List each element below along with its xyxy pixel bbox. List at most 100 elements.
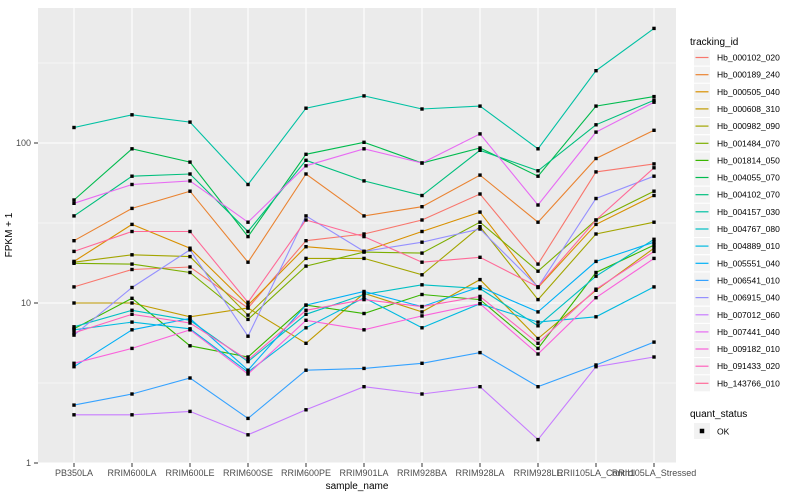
- data-point: [246, 220, 250, 224]
- legend-item-Hb_009182_010: Hb_009182_010: [694, 341, 780, 357]
- data-point: [420, 326, 424, 330]
- y-axis-title: FPKM + 1: [4, 212, 15, 257]
- data-point: [420, 361, 424, 365]
- y-tick-label: 100: [16, 138, 31, 148]
- data-point: [188, 376, 192, 380]
- data-point: [536, 285, 540, 289]
- data-point: [72, 331, 76, 335]
- data-point: [420, 251, 424, 255]
- data-point: [536, 437, 540, 442]
- data-point: [594, 130, 598, 134]
- x-tick-label: RRIM928BA: [397, 468, 447, 478]
- legend-label-ok: OK: [717, 427, 730, 437]
- data-point: [72, 239, 76, 243]
- data-point: [536, 147, 540, 151]
- data-point: [246, 313, 250, 317]
- data-points: [72, 26, 656, 442]
- data-point: [594, 123, 598, 127]
- data-point: [304, 308, 308, 312]
- data-point: [594, 196, 598, 201]
- data-point: [652, 237, 656, 241]
- legend-item-Hb_000189_240: Hb_000189_240: [694, 66, 780, 83]
- data-point: [246, 234, 250, 239]
- data-point: [362, 385, 366, 389]
- data-point: [594, 222, 598, 227]
- data-point: [72, 301, 76, 305]
- data-point: [536, 169, 540, 173]
- data-point: [594, 315, 598, 319]
- data-point: [420, 392, 424, 396]
- data-point: [536, 352, 540, 356]
- legend-item-Hb_143766_010: Hb_143766_010: [694, 375, 780, 392]
- y-tick-label: 1: [26, 458, 31, 468]
- legend-item-label: Hb_004889_010: [717, 241, 780, 251]
- data-point: [362, 296, 366, 300]
- legend-item-label: Hb_004055_070: [717, 173, 780, 183]
- data-point: [246, 260, 250, 264]
- data-point: [246, 355, 250, 359]
- legend-tracking-id-entries: Hb_000102_020 Hb_000189_240 Hb_000505_040 H…: [694, 49, 780, 392]
- legend-item-label: Hb_000982_090: [717, 121, 780, 131]
- data-point: [130, 296, 134, 300]
- legend-item-label: Hb_009182_010: [717, 344, 780, 354]
- data-point: [130, 113, 134, 117]
- legend-item-Hb_005551_040: Hb_005551_040: [694, 255, 780, 272]
- data-point: [188, 316, 192, 321]
- data-point: [188, 229, 192, 234]
- data-point: [362, 292, 366, 297]
- legend-item-label: Hb_005551_040: [717, 258, 780, 268]
- legend-item-label: Hb_006541_010: [717, 275, 780, 285]
- data-point: [478, 255, 482, 259]
- data-point: [594, 296, 598, 300]
- data-point: [246, 229, 250, 234]
- data-point: [72, 261, 76, 265]
- data-point: [130, 253, 134, 257]
- data-point: [130, 320, 134, 324]
- data-point: [304, 164, 308, 168]
- data-point: [536, 341, 540, 345]
- data-point: [652, 240, 656, 244]
- data-point: [420, 193, 424, 198]
- y-axis-tick-labels: 1 10 100: [16, 138, 31, 468]
- legend-item-Hb_000608_310: Hb_000608_310: [694, 100, 780, 117]
- data-point: [594, 365, 598, 369]
- data-point: [362, 366, 366, 371]
- data-point: [72, 198, 76, 202]
- legend-item-Hb_000102_020: Hb_000102_020: [694, 49, 780, 66]
- data-point: [536, 324, 540, 328]
- data-point: [188, 265, 192, 269]
- data-point: [130, 312, 134, 316]
- x-tick-label: RRII105LA_Stressed: [612, 468, 697, 478]
- data-point: [478, 210, 482, 214]
- x-tick-label: RRIM928LE: [513, 468, 562, 478]
- data-point: [304, 239, 308, 243]
- legend-item-label: Hb_143766_010: [717, 378, 780, 388]
- data-point: [420, 260, 424, 264]
- data-point: [478, 146, 482, 150]
- data-point: [478, 385, 482, 389]
- data-point: [130, 328, 134, 332]
- legend-item-label: Hb_000505_040: [717, 87, 780, 97]
- x-tick-label: RRIM901LA: [339, 468, 388, 478]
- data-point: [536, 269, 540, 273]
- legend-item-Hb_001814_050: Hb_001814_050: [694, 152, 780, 169]
- data-point: [536, 336, 540, 341]
- data-point: [72, 249, 76, 254]
- data-point: [420, 161, 424, 165]
- data-point: [478, 350, 482, 355]
- data-point: [246, 433, 250, 437]
- data-point: [362, 140, 366, 144]
- data-point: [536, 320, 540, 324]
- data-point: [304, 264, 308, 268]
- data-point: [478, 192, 482, 196]
- data-point: [188, 160, 192, 164]
- data-point: [188, 254, 192, 259]
- data-point: [652, 26, 656, 31]
- data-point: [304, 303, 308, 307]
- x-axis-tick-labels: PB350LA RRIM600LA RRIM600LE RRIM600SE RRIM60…: [55, 468, 696, 478]
- data-point: [652, 94, 656, 99]
- legend-item-label: Hb_004157_030: [717, 207, 780, 217]
- plot-panel-background: [38, 8, 676, 463]
- data-point: [304, 368, 308, 372]
